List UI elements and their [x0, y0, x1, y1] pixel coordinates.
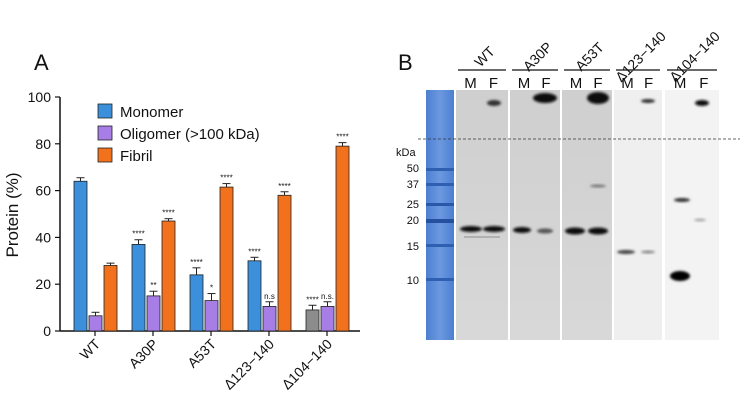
bar	[204, 300, 219, 332]
blot-strip-d123	[614, 90, 662, 340]
lane-label: M	[674, 75, 687, 92]
group-label: A30P	[520, 39, 556, 75]
blot-strip-wt	[456, 90, 508, 340]
group-label: A53T	[572, 39, 607, 74]
bar	[189, 274, 204, 332]
blot-strip-a30p	[510, 90, 560, 340]
y-tick-label: 0	[43, 323, 51, 339]
significance-label: ****	[336, 133, 348, 142]
bar	[73, 180, 88, 332]
legend-label: Fibril	[120, 148, 153, 165]
bar	[88, 315, 103, 332]
bar	[305, 309, 320, 332]
legend-label: Monomer	[120, 104, 183, 121]
lane-label: M	[464, 75, 477, 92]
lane-label: M	[621, 75, 634, 92]
marker-label: 37	[407, 179, 419, 191]
bar	[103, 265, 118, 332]
ladder-lane	[426, 90, 454, 340]
bar	[247, 260, 262, 332]
blot-strip-d104	[665, 90, 719, 340]
significance-label: ****	[220, 174, 232, 183]
significance-label: ****	[162, 209, 174, 218]
x-tick-label: Δ104−140	[278, 336, 335, 393]
y-tick-label: 20	[35, 276, 51, 292]
blot-strip-a53t	[562, 90, 612, 340]
legend-swatch	[97, 103, 113, 119]
lane-label: F	[489, 75, 498, 92]
y-axis-label: Protein (%)	[3, 172, 22, 257]
significance-label: *	[210, 284, 213, 293]
lane-label: M	[518, 75, 531, 92]
marker-label: 15	[407, 241, 419, 253]
bar	[146, 295, 161, 332]
panel-a-letter: A	[34, 50, 49, 75]
lane-label: F	[644, 75, 653, 92]
significance-label: n.s.	[321, 292, 334, 301]
significance-label: n.s	[264, 292, 275, 301]
marker-label: 50	[407, 163, 419, 175]
group-label: WT	[471, 43, 498, 70]
chart-legend: Monomer Oligomer (>100 kDa) Fibril	[97, 103, 260, 165]
significance-label: ****	[190, 258, 202, 267]
lane-label: F	[593, 75, 602, 92]
x-tick-label: A30P	[126, 336, 162, 372]
bar	[131, 244, 146, 332]
bar	[335, 145, 350, 332]
bar	[320, 306, 335, 332]
x-tick-label: WT	[76, 335, 103, 362]
significance-label: ****	[306, 295, 318, 304]
legend-swatch	[97, 147, 113, 163]
legend-swatch	[97, 125, 113, 141]
marker-label: 10	[407, 275, 419, 287]
bar	[219, 186, 234, 332]
y-tick-label: 60	[35, 183, 51, 199]
x-tick-label: A53T	[184, 335, 219, 370]
legend-label: Oligomer (>100 kDa)	[120, 126, 260, 143]
lane-label: F	[699, 75, 708, 92]
x-tick-label: Δ123−140	[220, 336, 277, 393]
marker-labels: 50 37 25 20 15 10	[407, 163, 419, 287]
marker-label: 25	[407, 199, 419, 211]
bar	[277, 194, 292, 332]
lane-label: F	[541, 75, 550, 92]
lane-label: M	[570, 75, 583, 92]
panel-b-letter: B	[398, 50, 413, 75]
marker-label: 20	[407, 215, 419, 227]
kda-label: kDa	[396, 147, 416, 159]
y-tick-label: 100	[28, 89, 52, 105]
significance-label: ****	[248, 247, 260, 256]
y-tick-label: 40	[35, 229, 51, 245]
bar	[161, 220, 176, 332]
significance-label: ****	[278, 182, 290, 191]
significance-label: ****	[132, 230, 144, 239]
y-tick-label: 80	[35, 136, 51, 152]
significance-label: **	[150, 281, 156, 290]
bar	[262, 306, 277, 332]
